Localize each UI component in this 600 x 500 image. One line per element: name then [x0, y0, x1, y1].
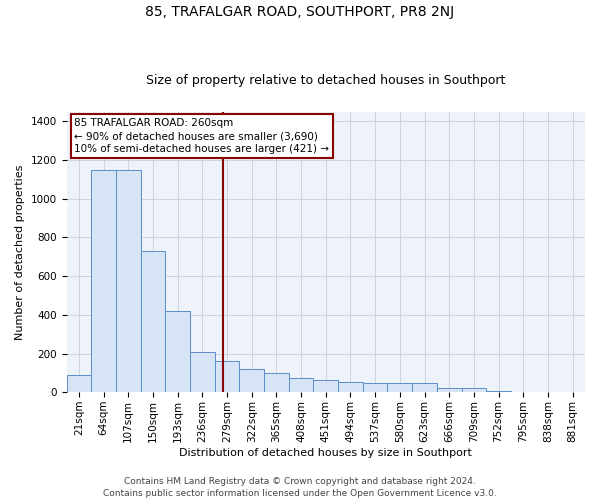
Bar [116, 170, 140, 392]
Bar [289, 378, 313, 392]
Text: 85 TRAFALGAR ROAD: 260sqm
← 90% of detached houses are smaller (3,690)
10% of se: 85 TRAFALGAR ROAD: 260sqm ← 90% of detac… [74, 118, 329, 154]
Bar [140, 251, 165, 392]
Bar [388, 382, 412, 392]
Bar [239, 369, 264, 392]
Bar [215, 361, 239, 392]
Bar [437, 388, 461, 392]
Bar [486, 391, 511, 392]
Bar [461, 388, 486, 392]
Y-axis label: Number of detached properties: Number of detached properties [15, 164, 25, 340]
Bar [264, 373, 289, 392]
Bar [91, 170, 116, 392]
Bar [338, 382, 363, 392]
Bar [190, 352, 215, 392]
Text: Contains HM Land Registry data © Crown copyright and database right 2024.
Contai: Contains HM Land Registry data © Crown c… [103, 476, 497, 498]
Bar [412, 382, 437, 392]
Bar [363, 382, 388, 392]
Bar [165, 311, 190, 392]
Title: Size of property relative to detached houses in Southport: Size of property relative to detached ho… [146, 74, 505, 87]
Text: 85, TRAFALGAR ROAD, SOUTHPORT, PR8 2NJ: 85, TRAFALGAR ROAD, SOUTHPORT, PR8 2NJ [145, 5, 455, 19]
Bar [67, 375, 91, 392]
Bar [313, 380, 338, 392]
X-axis label: Distribution of detached houses by size in Southport: Distribution of detached houses by size … [179, 448, 472, 458]
